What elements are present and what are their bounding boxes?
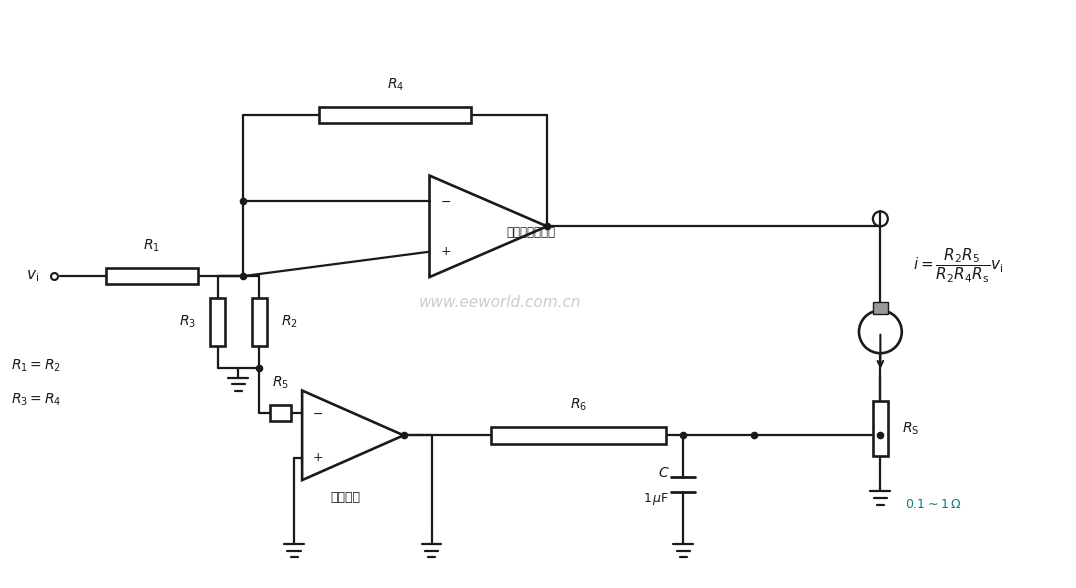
Text: $R_4$: $R_4$	[386, 76, 404, 93]
Text: $+$: $+$	[440, 245, 452, 258]
Text: $-$: $-$	[440, 195, 452, 208]
Text: $R_6$: $R_6$	[570, 397, 587, 413]
Text: $1\,\mu\mathrm{F}$: $1\,\mu\mathrm{F}$	[643, 490, 669, 506]
Text: 电流反馈: 电流反馈	[330, 490, 359, 503]
Text: $R_2$: $R_2$	[281, 313, 298, 330]
Text: 功率运算放大器: 功率运算放大器	[506, 226, 555, 239]
Bar	[252, 298, 267, 346]
Bar	[873, 302, 888, 315]
Text: $R_1$: $R_1$	[143, 238, 160, 254]
Text: www.eeworld.com.cn: www.eeworld.com.cn	[419, 295, 581, 310]
Text: $R_{\mathrm{S}}$: $R_{\mathrm{S}}$	[903, 420, 920, 436]
Text: $R_3{=}R_4$: $R_3{=}R_4$	[11, 391, 61, 407]
Text: $i=\dfrac{R_2R_5}{R_2R_4R_\mathrm{s}}v_\mathrm{i}$: $i=\dfrac{R_2R_5}{R_2R_4R_\mathrm{s}}v_\…	[914, 247, 1004, 285]
Bar	[873, 401, 888, 456]
Text: $R_1{=}R_2$: $R_1{=}R_2$	[11, 358, 60, 374]
Text: $-$: $-$	[312, 406, 323, 419]
Text: $v_{\mathrm{i}}$: $v_{\mathrm{i}}$	[26, 268, 39, 284]
Text: $C$: $C$	[657, 466, 669, 480]
Bar	[320, 106, 471, 123]
Text: $+$: $+$	[312, 451, 323, 464]
Text: $0.1{\sim}1\,\Omega$: $0.1{\sim}1\,\Omega$	[905, 499, 962, 512]
Bar	[107, 268, 198, 284]
Bar	[210, 298, 225, 346]
Text: $R_5$: $R_5$	[272, 375, 289, 391]
Text: $R_3$: $R_3$	[179, 313, 196, 330]
Bar	[492, 427, 666, 443]
Bar	[270, 405, 292, 421]
